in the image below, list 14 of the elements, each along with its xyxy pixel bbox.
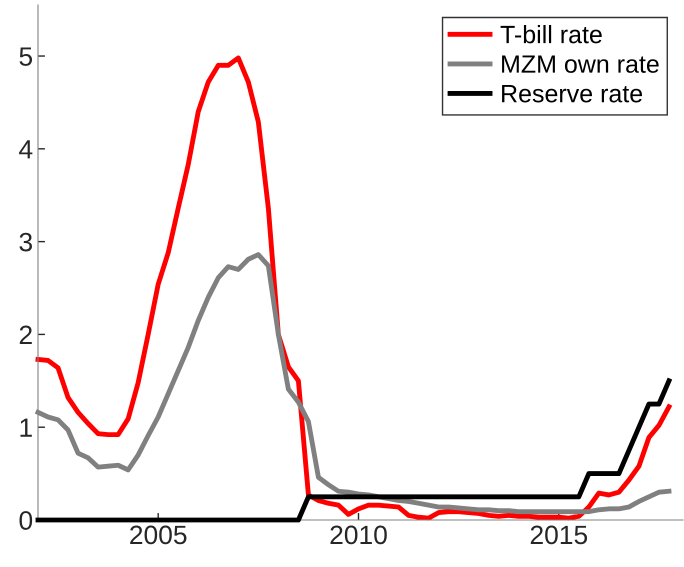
x-tick-label: 2010 [330,526,387,544]
legend-label: MZM own rate [502,55,659,73]
line-series [36,55,672,521]
x-tick-label: 2005 [130,526,186,544]
y-tick-label: 3 [19,232,32,252]
y-tick-label: 4 [19,140,32,158]
legend-label: Reserve rate [502,85,642,102]
x-tick-label: 2015 [530,526,588,544]
y-tick-label: 5 [20,47,32,66]
legend-label: T-bill rate [500,25,602,44]
line-series [36,378,672,522]
y-tick-label: 0 [19,511,32,530]
y-tick-label: 1 [20,418,32,437]
y-tick-label: 2 [20,326,32,344]
